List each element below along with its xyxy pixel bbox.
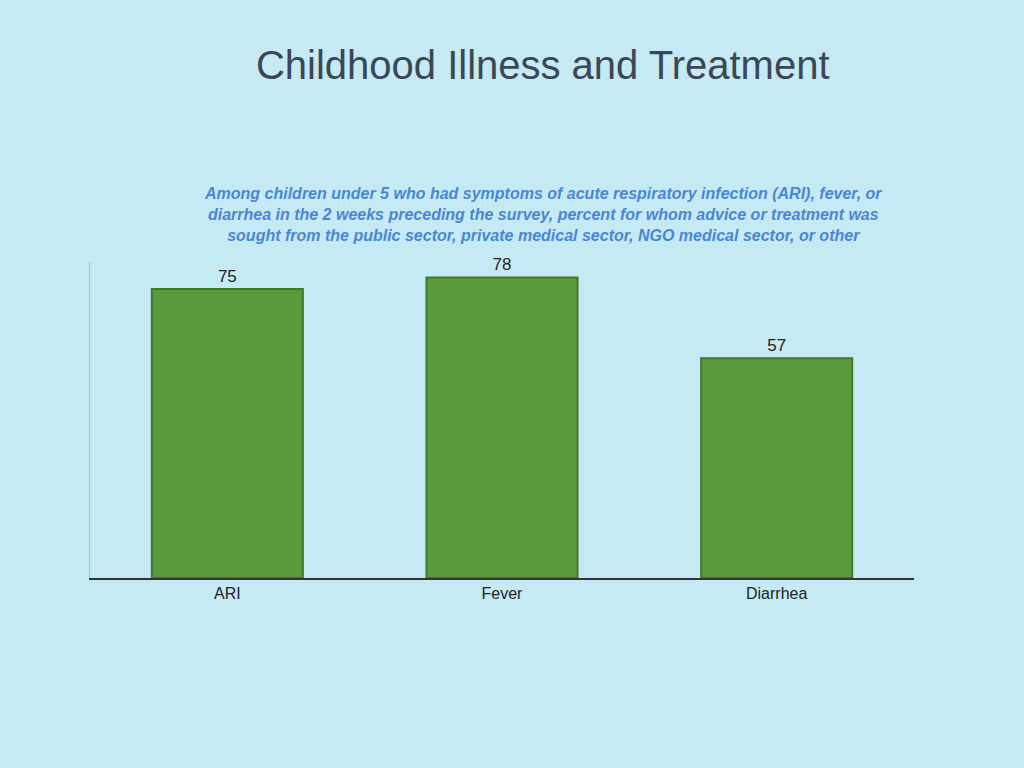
svg-text:ARI: ARI [214, 585, 241, 602]
svg-text:78: 78 [493, 255, 512, 274]
svg-text:Fever: Fever [482, 585, 524, 602]
svg-text:57: 57 [767, 336, 786, 355]
svg-text:75: 75 [218, 267, 237, 286]
svg-text:Among children under 5 who had: Among children under 5 who had symptoms … [204, 185, 882, 244]
svg-text:Childhood Illness and Treatmen: Childhood Illness and Treatment [256, 43, 830, 87]
svg-text:Diarrhea: Diarrhea [746, 585, 807, 602]
